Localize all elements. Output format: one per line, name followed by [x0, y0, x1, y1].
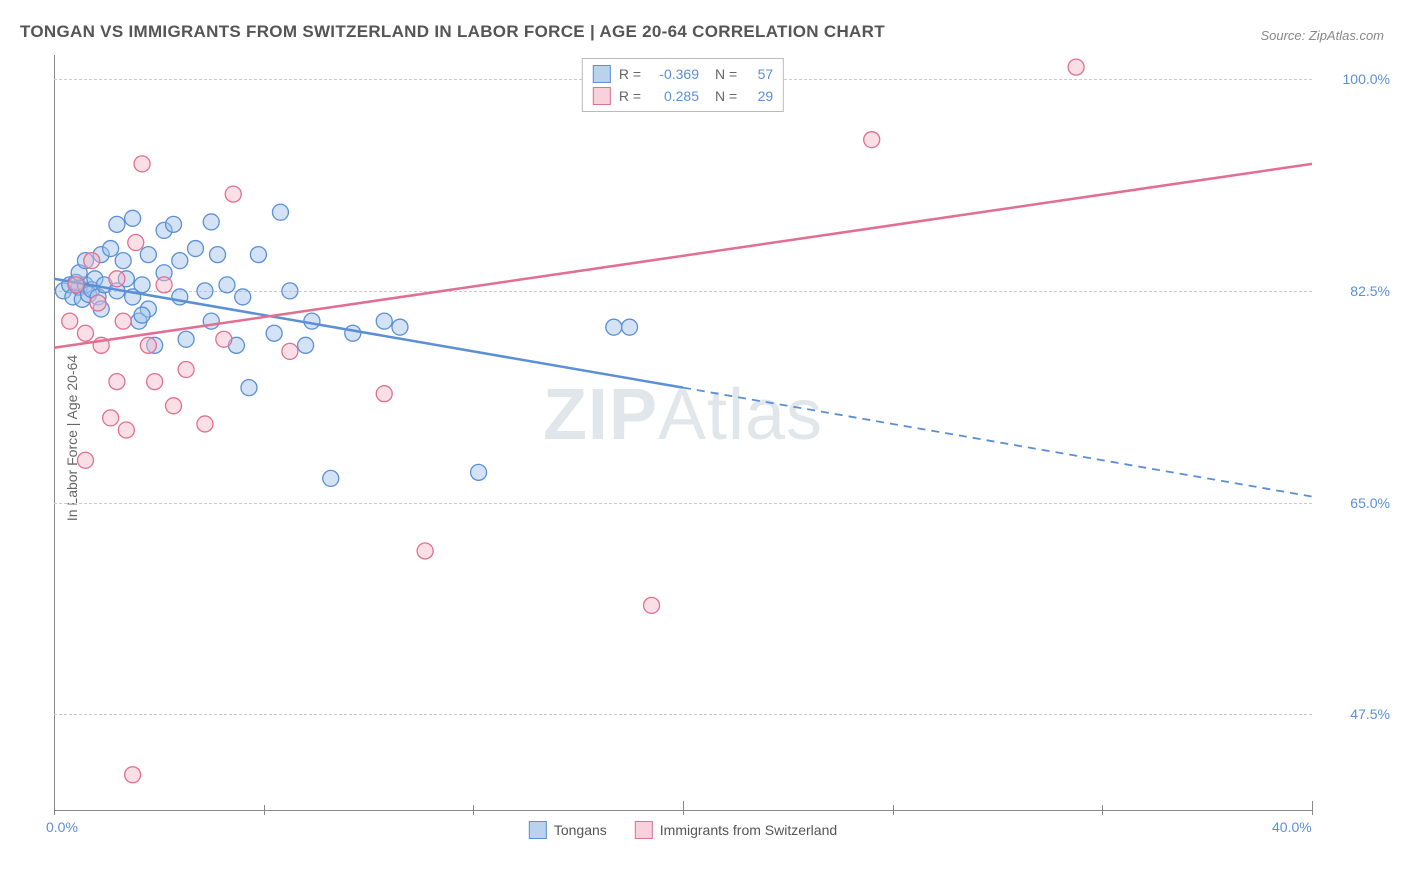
- scatter-point: [323, 470, 339, 486]
- scatter-point: [77, 325, 93, 341]
- r-value: 0.285: [647, 88, 699, 104]
- scatter-point: [219, 277, 235, 293]
- x-tick-label: 40.0%: [1272, 819, 1312, 835]
- legend-swatch: [529, 821, 547, 839]
- scatter-point: [282, 343, 298, 359]
- n-label: N =: [715, 66, 737, 82]
- scatter-point: [216, 331, 232, 347]
- scatter-point: [166, 216, 182, 232]
- scatter-point: [225, 186, 241, 202]
- legend-stat-row: R = 0.285 N = 29: [593, 85, 773, 107]
- scatter-point: [134, 156, 150, 172]
- legend-label: Tongans: [554, 822, 607, 838]
- scatter-point: [250, 247, 266, 263]
- scatter-point: [644, 597, 660, 613]
- scatter-point: [241, 380, 257, 396]
- scatter-point: [392, 319, 408, 335]
- y-tick-label: 47.5%: [1350, 706, 1390, 722]
- legend-item: Immigrants from Switzerland: [635, 821, 837, 839]
- scatter-point: [128, 235, 144, 251]
- scatter-point: [68, 277, 84, 293]
- scatter-point: [197, 283, 213, 299]
- scatter-point: [90, 295, 106, 311]
- legend-label: Immigrants from Switzerland: [660, 822, 837, 838]
- scatter-point: [266, 325, 282, 341]
- scatter-point: [188, 241, 204, 257]
- correlation-legend: R = -0.369 N = 57 R = 0.285 N = 29: [582, 58, 784, 112]
- legend-stat-row: R = -0.369 N = 57: [593, 63, 773, 85]
- y-tick-label: 100.0%: [1343, 71, 1390, 87]
- scatter-point: [172, 253, 188, 269]
- scatter-point: [178, 331, 194, 347]
- scatter-point: [376, 386, 392, 402]
- y-tick-label: 82.5%: [1350, 283, 1390, 299]
- scatter-point: [115, 313, 131, 329]
- scatter-point: [109, 216, 125, 232]
- legend-item: Tongans: [529, 821, 607, 839]
- scatter-point: [109, 374, 125, 390]
- scatter-point: [304, 313, 320, 329]
- scatter-point: [62, 313, 78, 329]
- series-legend: Tongans Immigrants from Switzerland: [529, 821, 837, 839]
- trend-line-extrapolated: [683, 388, 1312, 497]
- scatter-point: [197, 416, 213, 432]
- scatter-point: [178, 362, 194, 378]
- x-tick-label: 0.0%: [46, 819, 78, 835]
- r-label: R =: [619, 66, 641, 82]
- scatter-point: [235, 289, 251, 305]
- legend-swatch: [593, 87, 611, 105]
- scatter-point: [140, 247, 156, 263]
- r-label: R =: [619, 88, 641, 104]
- source-attribution: Source: ZipAtlas.com: [1260, 28, 1384, 43]
- scatter-point: [210, 247, 226, 263]
- scatter-point: [134, 277, 150, 293]
- scatter-point: [134, 307, 150, 323]
- scatter-point: [622, 319, 638, 335]
- scatter-point: [103, 241, 119, 257]
- n-value: 29: [743, 88, 773, 104]
- scatter-point: [417, 543, 433, 559]
- scatter-point: [147, 374, 163, 390]
- scatter-point: [298, 337, 314, 353]
- scatter-point: [471, 464, 487, 480]
- scatter-point: [272, 204, 288, 220]
- scatter-point: [376, 313, 392, 329]
- y-tick-label: 65.0%: [1350, 495, 1390, 511]
- scatter-point: [125, 767, 141, 783]
- scatter-point: [84, 253, 100, 269]
- scatter-point: [345, 325, 361, 341]
- x-minor-tick: [1102, 805, 1103, 815]
- scatter-point: [118, 422, 134, 438]
- x-minor-tick: [893, 805, 894, 815]
- scatter-point: [166, 398, 182, 414]
- scatter-point: [203, 214, 219, 230]
- scatter-point: [109, 271, 125, 287]
- plot-area: In Labor Force | Age 20-64 47.5%65.0%82.…: [54, 55, 1312, 805]
- scatter-point: [140, 337, 156, 353]
- n-value: 57: [743, 66, 773, 82]
- legend-swatch: [593, 65, 611, 83]
- x-minor-tick: [264, 805, 265, 815]
- scatter-point: [156, 277, 172, 293]
- scatter-point: [77, 452, 93, 468]
- scatter-point: [282, 283, 298, 299]
- r-value: -0.369: [647, 66, 699, 82]
- chart-title: TONGAN VS IMMIGRANTS FROM SWITZERLAND IN…: [20, 22, 885, 42]
- scatter-point: [103, 410, 119, 426]
- n-label: N =: [715, 88, 737, 104]
- scatter-point: [115, 253, 131, 269]
- scatter-point: [864, 132, 880, 148]
- trend-line: [54, 164, 1312, 348]
- x-tick: [1312, 801, 1313, 815]
- scatter-point: [125, 210, 141, 226]
- scatter-point: [1068, 59, 1084, 75]
- x-minor-tick: [473, 805, 474, 815]
- scatter-plot: [54, 55, 1312, 805]
- legend-swatch: [635, 821, 653, 839]
- scatter-point: [606, 319, 622, 335]
